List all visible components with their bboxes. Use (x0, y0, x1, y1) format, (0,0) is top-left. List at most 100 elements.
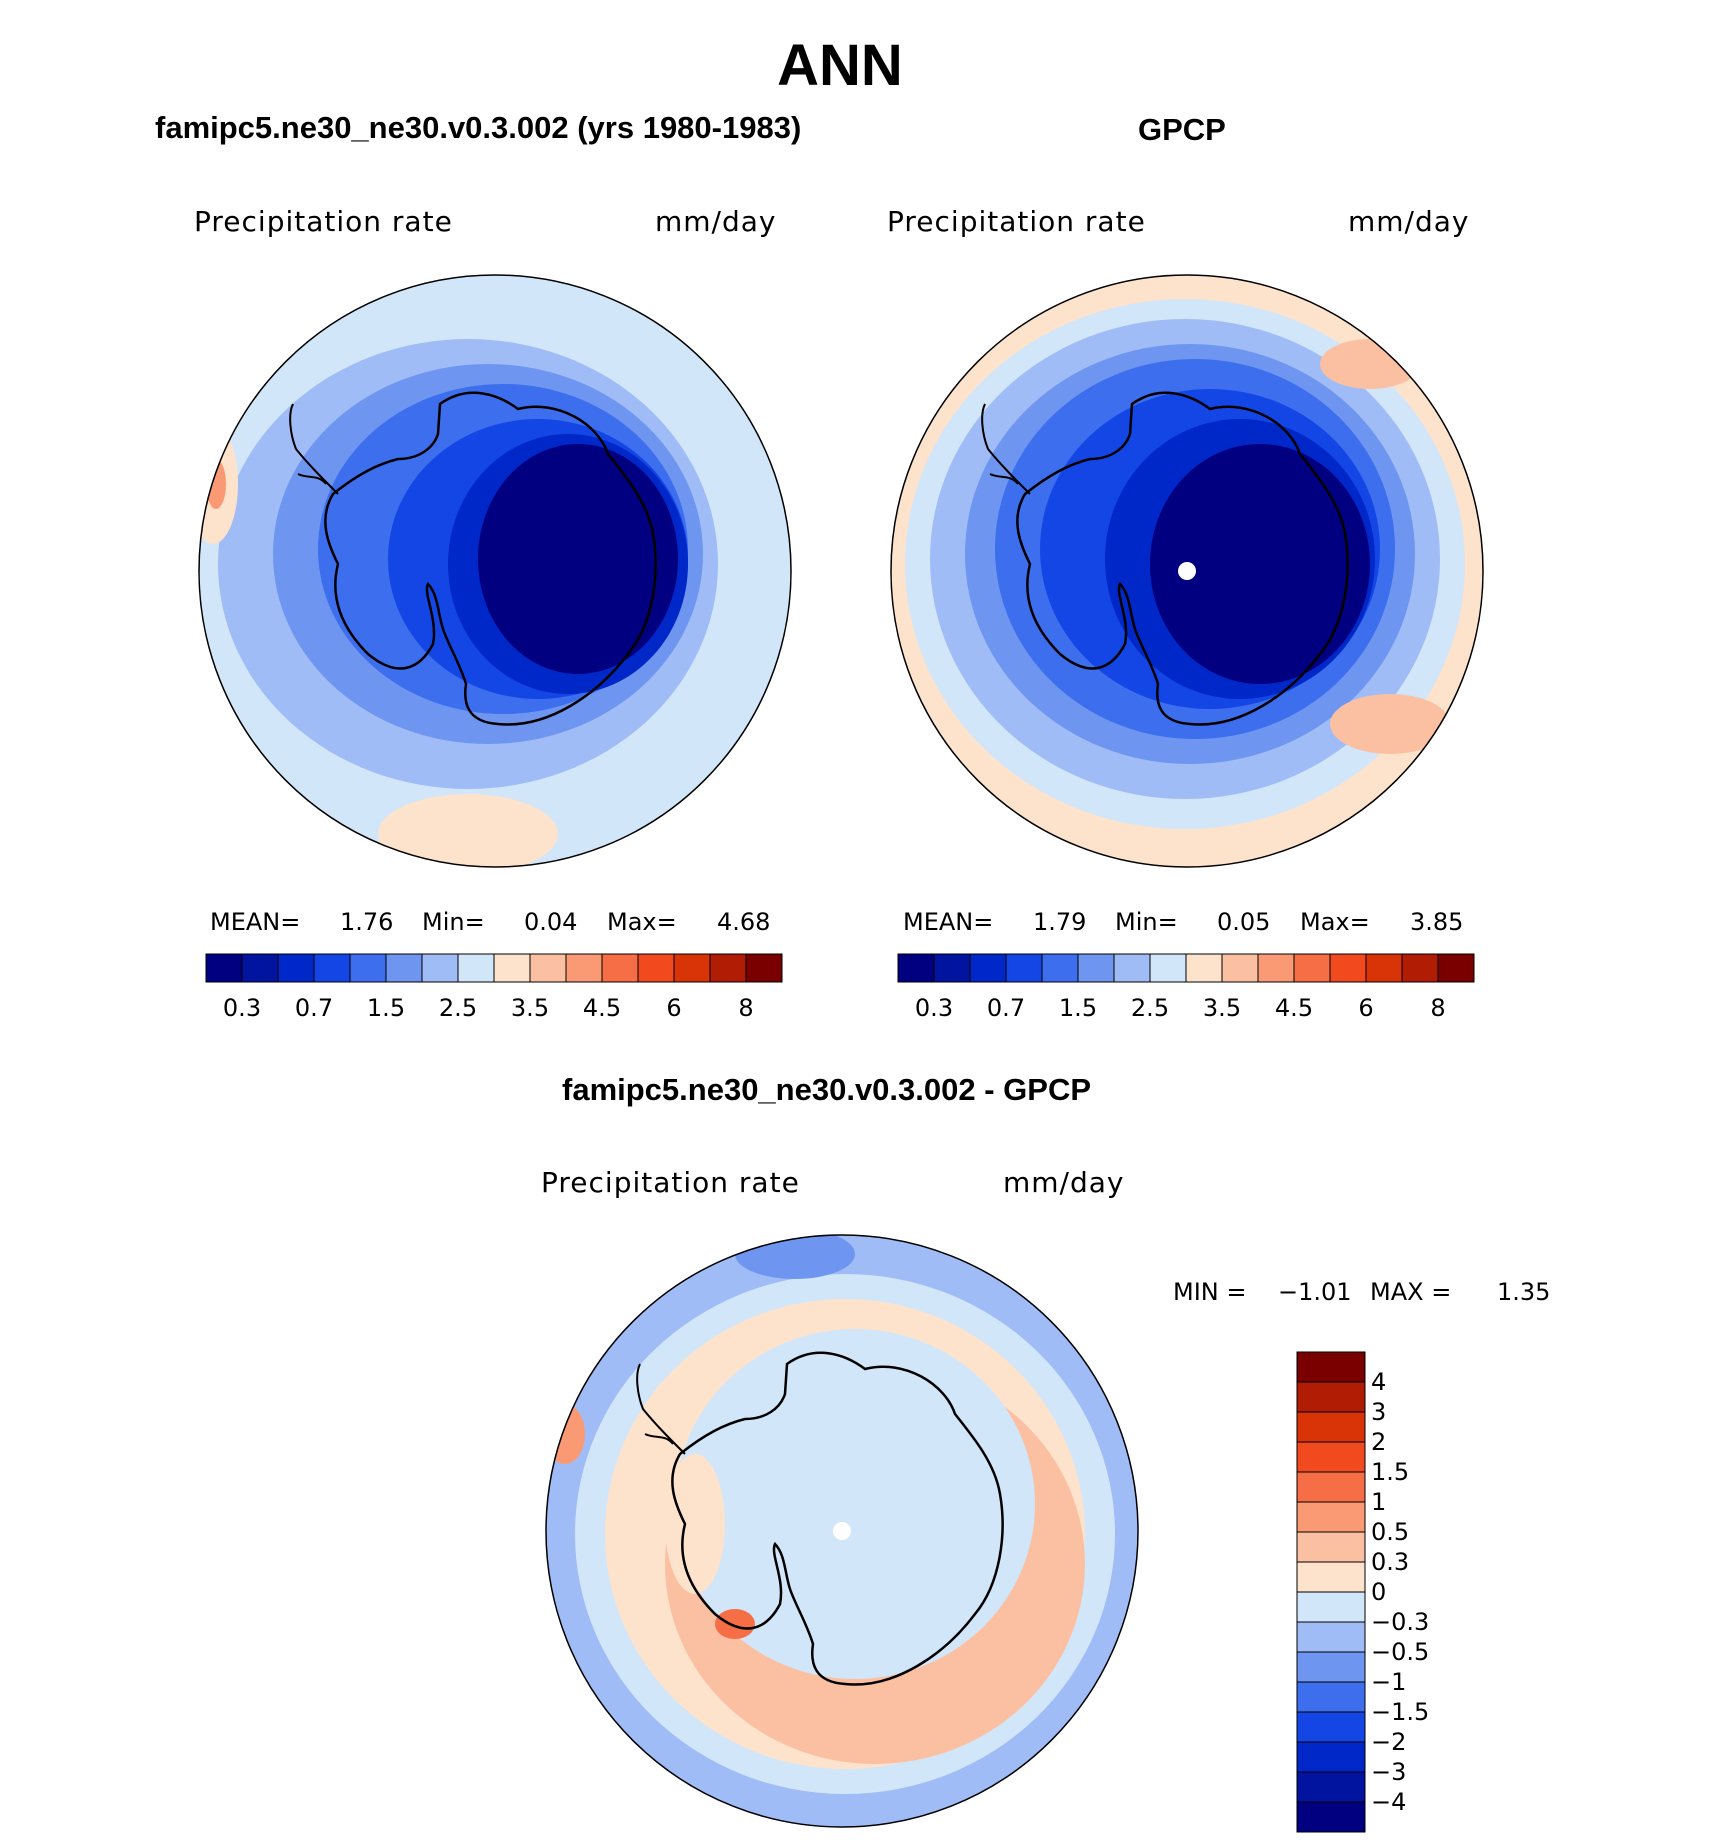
colorbar-swatch (969, 953, 1007, 983)
map-fill (546, 1404, 585, 1464)
pole-marker (1178, 562, 1196, 580)
map-fill (1330, 694, 1450, 754)
panel-2-max-value: 3.85 (1410, 908, 1464, 936)
panel-2-min-value: 0.05 (1217, 908, 1271, 936)
colorbar-swatch (1365, 953, 1403, 983)
map-fill (1320, 339, 1420, 389)
map-fill (206, 459, 226, 509)
panel-2-mean-value: 1.79 (1033, 908, 1087, 936)
coastline (1016, 391, 1349, 726)
colorbar-tick-label: 1.5 (366, 994, 406, 1022)
colorbar-swatch (1293, 953, 1331, 983)
colorbar-swatch (933, 953, 971, 983)
colorbar-swatch (493, 953, 531, 983)
colorbar-swatch (1296, 1471, 1366, 1503)
colorbar-tick-label: 4 (1371, 1368, 1387, 1396)
colorbar-tick-label: −2 (1371, 1728, 1407, 1756)
coastline (297, 473, 327, 485)
colorbar-tick-label: 2.5 (1130, 994, 1170, 1022)
coastline (636, 1363, 686, 1455)
panel-1-units-label: mm/day (655, 205, 777, 238)
diff-units-label: mm/day (1003, 1166, 1125, 1199)
colorbar-tick-label: 0.7 (294, 994, 334, 1022)
colorbar-swatch (1257, 953, 1295, 983)
coastline (989, 473, 1019, 485)
colorbar-tick-label: 6 (666, 994, 682, 1022)
diff-max-value: 1.35 (1497, 1278, 1551, 1306)
colorbar-swatch (205, 953, 243, 983)
panel-1-mean-value: 1.76 (340, 908, 394, 936)
panel-2-title: GPCP (1138, 112, 1226, 147)
colorbar-tick-label: 2 (1371, 1428, 1387, 1456)
colorbar-swatch (1296, 1561, 1366, 1593)
map-fill (665, 1454, 725, 1594)
panel-1-title: famipc5.ne30_ne30.v0.3.002 (yrs 1980-198… (155, 110, 802, 145)
colorbar-swatch (1113, 953, 1151, 983)
colorbar-swatch (1296, 1381, 1366, 1413)
colorbar-tick-label: 2.5 (438, 994, 478, 1022)
panel-1-polar-map (198, 274, 792, 868)
colorbar-swatch (1329, 953, 1367, 983)
colorbar-tick-label: 8 (1430, 994, 1446, 1022)
colorbar-tick-label: 4.5 (582, 994, 622, 1022)
map-fill (675, 1329, 1035, 1679)
colorbar-swatch (1296, 1351, 1366, 1383)
colorbar-swatch (1221, 953, 1259, 983)
map-fill (735, 1235, 855, 1279)
colorbar-tick-label: 3 (1371, 1398, 1387, 1426)
panel-2-mean-label: MEAN= (903, 908, 994, 936)
panel-2-max-label: Max= (1300, 908, 1370, 936)
colorbar-swatch (529, 953, 567, 983)
colorbar-swatch (637, 953, 675, 983)
map-fill (478, 444, 678, 674)
colorbar-swatch (1401, 953, 1439, 983)
panel-2-polar-map (890, 274, 1484, 868)
diff-max-label: MAX = (1370, 1278, 1452, 1306)
colorbar-swatch (1296, 1411, 1366, 1443)
panel-2-units-label: mm/day (1348, 205, 1470, 238)
colorbar-tick-label: 3.5 (1202, 994, 1242, 1022)
colorbar-swatch (745, 953, 783, 983)
colorbar-swatch (457, 953, 495, 983)
colorbar-tick-label: 0.3 (914, 994, 954, 1022)
main-title: ANN (777, 33, 903, 98)
colorbar-swatch (709, 953, 747, 983)
colorbar-tick-label: −1 (1371, 1668, 1407, 1696)
colorbar-tick-label: 1.5 (1371, 1458, 1410, 1486)
colorbar-tick-label: 0.3 (222, 994, 262, 1022)
panel-1-variable-label: Precipitation rate (194, 205, 453, 238)
colorbar-tick-label: 0 (1371, 1578, 1387, 1606)
coastline (981, 403, 1031, 495)
colorbar-swatch (313, 953, 351, 983)
colorbar-swatch (1005, 953, 1043, 983)
coastline (289, 403, 339, 495)
diff-min-label: MIN = (1173, 1278, 1247, 1306)
colorbar-swatch (673, 953, 711, 983)
colorbar-tick-label: 6 (1358, 994, 1374, 1022)
colorbar-swatch (1437, 953, 1475, 983)
coastline (324, 391, 657, 726)
diff-min-value: −1.01 (1278, 1278, 1352, 1306)
colorbar-swatch (277, 953, 315, 983)
panel-1-max-value: 4.68 (717, 908, 771, 936)
colorbar-swatch (1296, 1651, 1366, 1683)
colorbar-tick-label: 3.5 (510, 994, 550, 1022)
colorbar-swatch (1296, 1681, 1366, 1713)
diff-panel-title: famipc5.ne30_ne30.v0.3.002 - GPCP (562, 1072, 1092, 1107)
colorbar-swatch (1149, 953, 1187, 983)
panel-1-mean-label: MEAN= (210, 908, 301, 936)
panel-2-variable-label: Precipitation rate (887, 205, 1146, 238)
diff-colorbar (1296, 1351, 1366, 1833)
diff-variable-label: Precipitation rate (541, 1166, 800, 1199)
map-fill (715, 1609, 755, 1639)
pole-marker (833, 1522, 851, 1540)
colorbar-tick-label: −4 (1371, 1788, 1407, 1816)
colorbar-swatch (565, 953, 603, 983)
colorbar-swatch (1296, 1801, 1366, 1833)
colorbar-swatch (1296, 1441, 1366, 1473)
panel-1-min-label: Min= (422, 908, 485, 936)
panel-1-min-value: 0.04 (524, 908, 578, 936)
colorbar-tick-label: −0.5 (1371, 1638, 1430, 1666)
colorbar-swatch (1296, 1741, 1366, 1773)
colorbar-swatch (601, 953, 639, 983)
